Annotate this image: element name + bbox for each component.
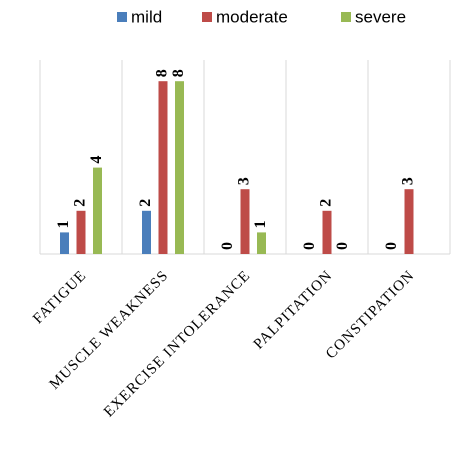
value-label: 8 <box>154 69 171 77</box>
value-label: 1 <box>252 220 269 228</box>
value-label: 2 <box>72 199 89 207</box>
legend-label: mild <box>131 7 162 26</box>
bar <box>158 81 168 254</box>
value-label: 0 <box>383 242 400 250</box>
bar <box>322 210 332 254</box>
legend-swatch <box>202 12 212 22</box>
value-label: 8 <box>170 69 187 77</box>
legend-swatch <box>341 12 351 22</box>
bar <box>142 210 151 254</box>
legend-label: moderate <box>216 7 288 26</box>
bar <box>175 81 184 254</box>
value-label: 2 <box>318 199 335 207</box>
value-label: 0 <box>301 242 318 250</box>
x-tick-label: EXERCISE INTOLERANCE <box>101 268 254 421</box>
bar <box>60 232 69 254</box>
value-label: 3 <box>236 177 253 185</box>
bar <box>257 232 266 254</box>
x-tick-label: PALPITATION <box>251 268 336 353</box>
x-tick-label: CONSTIPATION <box>323 268 418 363</box>
value-label: 4 <box>88 156 105 164</box>
x-tick-label: FATIGUE <box>30 268 90 328</box>
bar <box>404 189 414 254</box>
value-label: 1 <box>55 220 72 228</box>
legend-swatch <box>117 12 127 22</box>
bar <box>93 167 102 254</box>
value-label: 0 <box>334 242 351 250</box>
bar <box>76 210 86 254</box>
value-label: 0 <box>219 242 236 250</box>
bar <box>240 189 250 254</box>
legend: mild moderate severe <box>117 7 406 26</box>
value-label: 2 <box>137 199 154 207</box>
value-label: 3 <box>400 177 417 185</box>
legend-label: severe <box>355 7 406 26</box>
